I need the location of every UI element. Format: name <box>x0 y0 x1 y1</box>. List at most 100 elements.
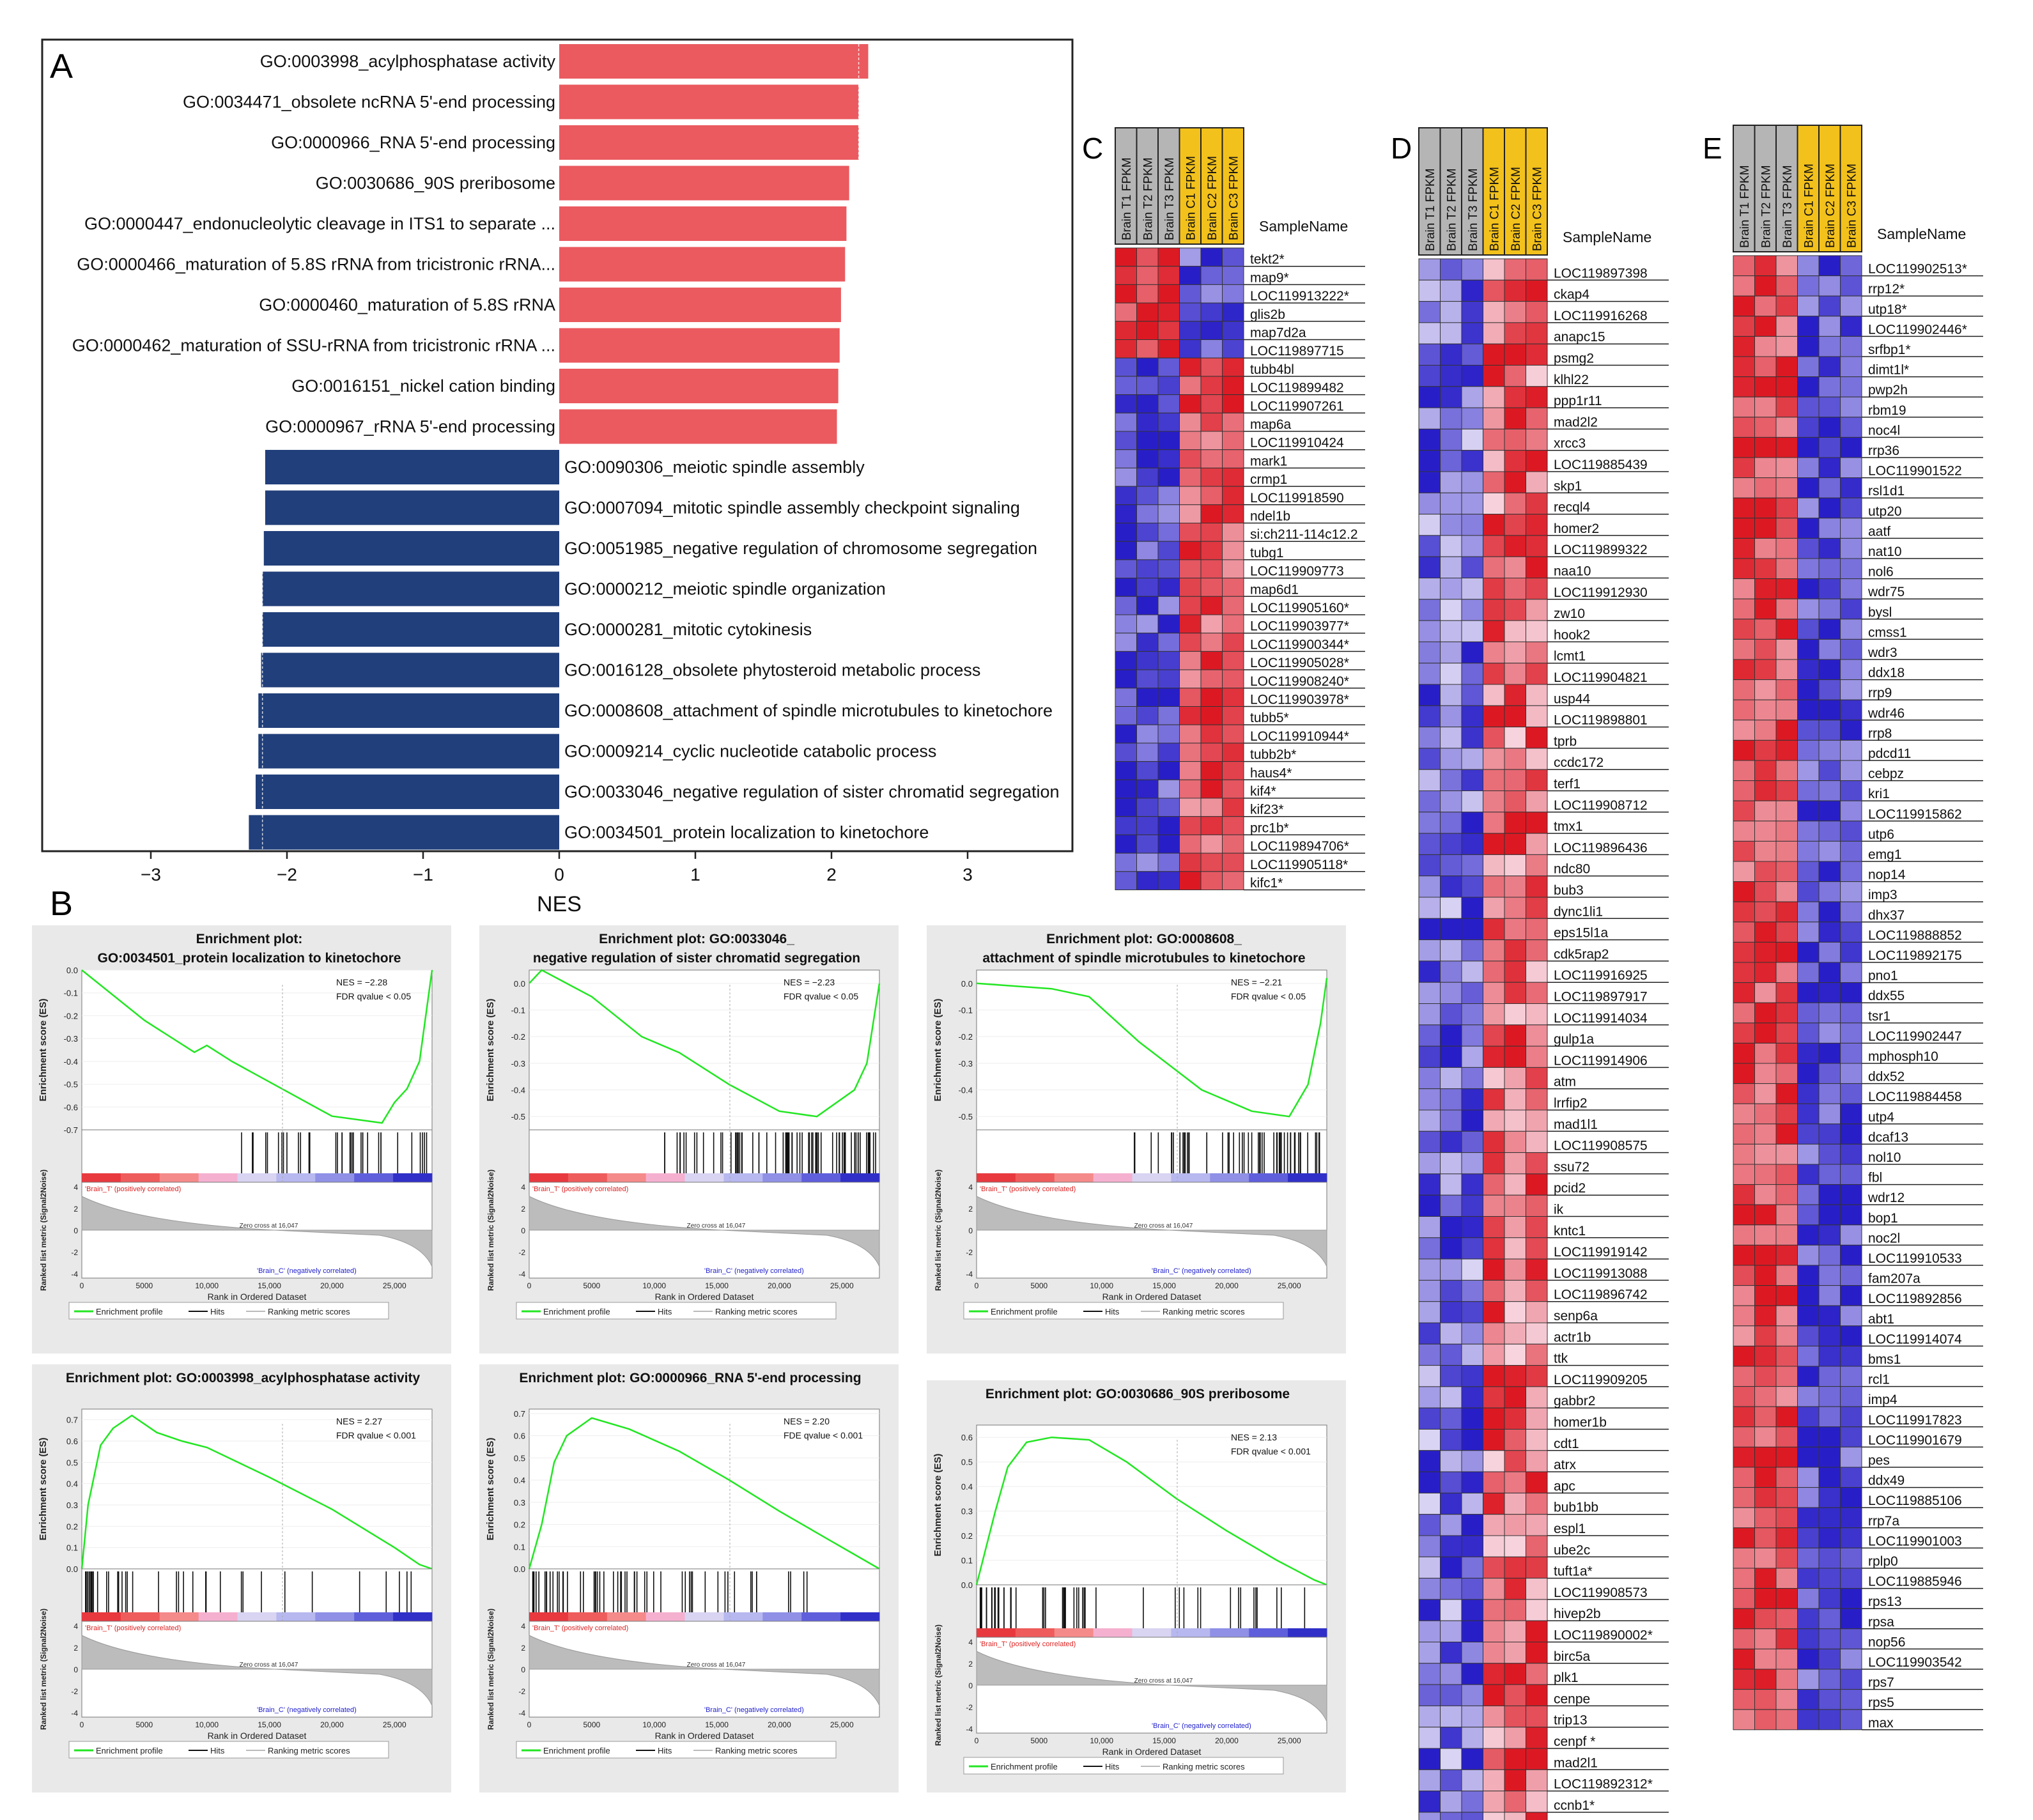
heat-cell <box>1440 407 1462 429</box>
sample-name: Brain T3 FPKM <box>1467 168 1480 251</box>
heat-cell <box>1797 1265 1820 1286</box>
heat-cell <box>1483 1663 1505 1685</box>
heat-cell <box>1418 1471 1441 1493</box>
heat-cell <box>1775 941 1798 963</box>
legend-label: Hits <box>210 1307 225 1316</box>
y-tick-label: -0.1 <box>511 1006 525 1015</box>
heat-cell <box>1797 1063 1820 1084</box>
heat-cell <box>1200 614 1223 634</box>
heat-cell <box>1775 376 1798 397</box>
heat-cell <box>1157 614 1180 634</box>
gene-label: rrp12* <box>1868 282 1905 297</box>
heat-cell <box>1115 743 1137 762</box>
gene-label: abt1 <box>1868 1312 1894 1327</box>
rank-tick-label: -4 <box>71 1270 78 1279</box>
heat-cell <box>1200 559 1223 579</box>
heat-cell <box>1418 556 1441 579</box>
heat-cell <box>1754 1164 1777 1185</box>
plot-title: negative regulation of sister chromatid … <box>533 951 860 966</box>
heat-cell <box>1418 471 1441 493</box>
heat-cell <box>1797 739 1820 761</box>
nes-bar <box>249 815 559 850</box>
heat-cell <box>1418 1578 1441 1600</box>
heat-cell <box>1157 486 1180 505</box>
heat-cell <box>1775 1244 1798 1266</box>
heat-cell <box>1504 641 1526 664</box>
heat-cell <box>1418 939 1441 962</box>
heat-cell <box>1797 537 1820 559</box>
heat-cell <box>1840 1184 1862 1205</box>
heat-cell <box>1483 343 1505 366</box>
gene-label: anapc15 <box>1554 330 1605 344</box>
plot-title: Enrichment plot: GO:0000966_RNA 5'-end p… <box>519 1371 861 1385</box>
heat-cell <box>1200 706 1223 725</box>
heat-cell <box>1440 386 1462 408</box>
heat-cell <box>1797 1002 1820 1024</box>
rank-axis-label: Ranked list metric (Signal2Noise) <box>39 1608 48 1730</box>
heat-cell <box>1818 901 1841 923</box>
gene-label: LOC119898801 <box>1554 713 1648 728</box>
heat-cell <box>1526 1237 1548 1260</box>
heat-cell <box>1504 1279 1526 1302</box>
sample-header <box>1504 127 1527 256</box>
heat-cell <box>1504 1258 1526 1281</box>
heat-cell <box>1797 1426 1820 1447</box>
heat-cell <box>1483 1705 1505 1728</box>
es-plot-area <box>976 1424 1327 1585</box>
heat-cell <box>1733 436 1755 458</box>
gene-label: mphosph10 <box>1868 1049 1938 1064</box>
heat-cell <box>1797 477 1820 498</box>
zero-cross-label: Zero cross at 16,047 <box>1134 1677 1193 1685</box>
gene-label: apc <box>1554 1479 1575 1493</box>
y-tick-label: 0.0 <box>514 979 525 989</box>
heat-cell <box>1440 1152 1462 1175</box>
heat-cell <box>1797 275 1820 297</box>
heat-cell <box>1818 518 1841 539</box>
heat-cell <box>1840 1305 1862 1327</box>
heat-cell <box>1818 396 1841 418</box>
heat-cell <box>1483 1599 1505 1621</box>
heat-cell <box>1440 684 1462 706</box>
heat-cell <box>1840 1244 1862 1266</box>
rank-color-segment <box>1054 1173 1094 1184</box>
heat-cell <box>1200 834 1223 854</box>
gene-label: senp6a <box>1554 1309 1598 1323</box>
heat-cell <box>1115 779 1137 799</box>
heat-cell <box>1136 467 1159 487</box>
heat-cell <box>1754 1547 1777 1569</box>
heat-cell <box>1840 316 1862 337</box>
heat-cell <box>1483 897 1505 919</box>
gene-label: LOC119905160* <box>1250 601 1349 615</box>
heat-cell <box>1754 1265 1777 1286</box>
rank-tick-label: 2 <box>73 1205 78 1214</box>
heat-cell <box>1754 901 1777 923</box>
heat-cell <box>1440 1429 1462 1451</box>
heat-cell <box>1733 1164 1755 1185</box>
heat-cell <box>1461 684 1483 706</box>
heat-cell <box>1775 275 1798 297</box>
heat-cell <box>1775 1184 1798 1205</box>
sample-header <box>1157 127 1180 245</box>
gene-label: cdt1 <box>1554 1437 1579 1451</box>
y-tick-label: 0.0 <box>961 1580 973 1590</box>
heat-cell <box>1461 1769 1483 1792</box>
gene-label: map6d1 <box>1250 582 1299 597</box>
heat-cell <box>1179 779 1202 799</box>
heat-cell <box>1157 816 1180 835</box>
heat-cell <box>1440 1343 1462 1366</box>
gene-label: actr1b <box>1554 1330 1591 1345</box>
y-tick-label: 0.6 <box>961 1433 973 1442</box>
plot-title: Enrichment plot: GO:0033046_ <box>599 932 794 946</box>
x-tick-label: 10,000 <box>195 1281 219 1290</box>
heat-cell <box>1526 1109 1548 1132</box>
rank-color-segment <box>723 1612 763 1623</box>
es-curve <box>976 978 1328 1118</box>
heat-cell <box>1115 302 1137 322</box>
heat-cell <box>1136 651 1159 670</box>
heat-cell <box>1504 386 1526 408</box>
gene-label: ssu72 <box>1554 1160 1589 1175</box>
gene-label: terf1 <box>1554 777 1581 792</box>
heat-cell <box>1504 875 1526 898</box>
heat-cell <box>1733 962 1755 983</box>
heat-cell <box>1222 559 1244 579</box>
